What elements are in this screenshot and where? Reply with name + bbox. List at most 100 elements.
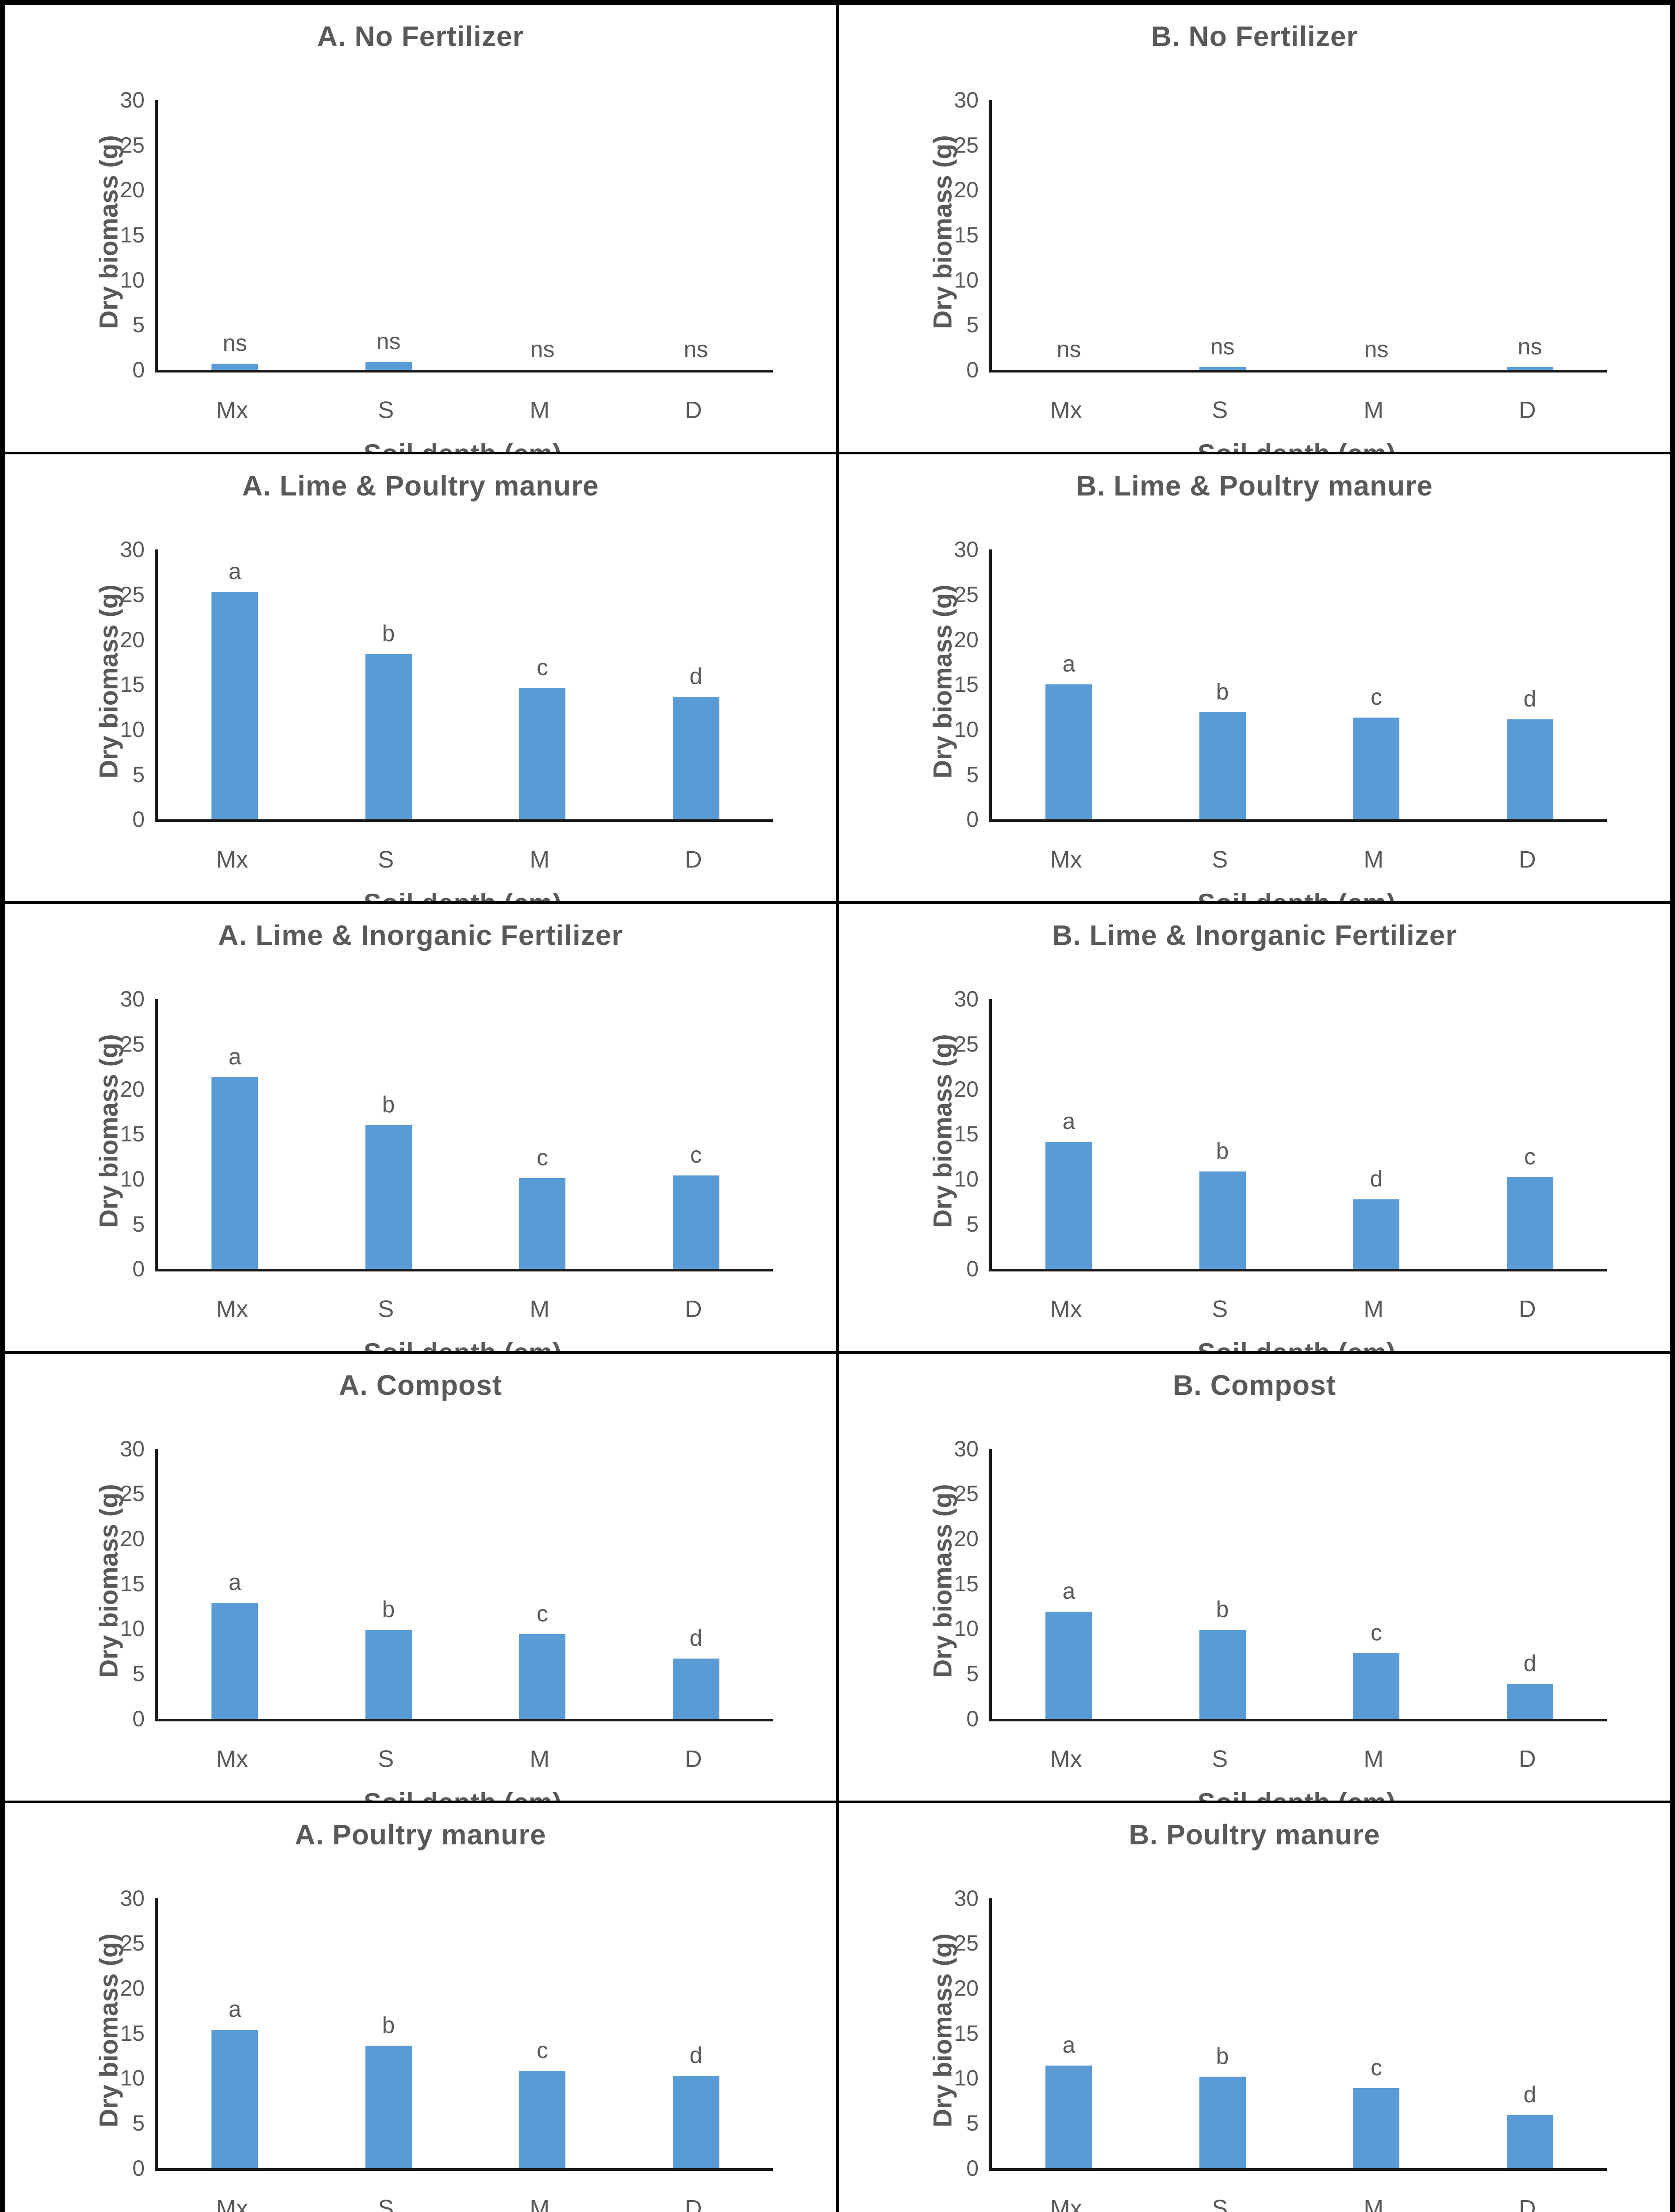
chart-title: B. Compost [1172, 1369, 1337, 1401]
chart-panel: B. Poultry manure Dry biomass (g) 0 5 10 15 20… [838, 1801, 1671, 2212]
significance-label: d [1370, 1166, 1383, 1192]
y-tick-label: 5 [132, 762, 145, 787]
chart-panel: B. Compost Dry biomass (g) 0 5 10 15 20 25 30 a b c… [838, 1352, 1671, 1802]
significance-label: b [1216, 2043, 1229, 2069]
y-tick-label: 15 [954, 2020, 979, 2046]
bar-S [365, 362, 412, 370]
y-tick-label: 20 [954, 1076, 979, 1102]
y-tick-label: 10 [954, 1616, 979, 1641]
x-axis-title: Soil depth (cm) [155, 888, 770, 901]
bar-S [365, 1125, 412, 1269]
significance-label: c [1371, 684, 1382, 710]
significance-label: a [228, 559, 242, 585]
y-tick-label: 15 [954, 1121, 979, 1147]
significance-label: d [1523, 1650, 1537, 1676]
y-tick-label: 25 [954, 132, 979, 157]
plot-area: a b c d [989, 1448, 1607, 1721]
y-tick-label: 25 [120, 582, 145, 607]
bar-Mx [1045, 684, 1092, 820]
bar-D [1507, 719, 1553, 820]
y-tick-label: 30 [954, 1886, 979, 1911]
significance-label: a [1062, 651, 1076, 677]
bar-M [1353, 2088, 1399, 2168]
x-tick-label: M [1364, 1745, 1384, 1772]
y-tick-label: 25 [120, 1931, 145, 1956]
y-tick-label: 30 [120, 1886, 145, 1911]
y-tick-label: 5 [132, 2111, 145, 2136]
y-tick-label: 5 [132, 1661, 145, 1686]
x-tick-label: Mx [216, 846, 248, 873]
y-tick-label: 0 [966, 2155, 979, 2181]
significance-label: c [537, 2037, 548, 2063]
x-tick-label: M [1364, 1296, 1384, 1323]
y-tick-label: 0 [966, 357, 979, 382]
chart-panel: A. Compost Dry biomass (g) 0 5 10 15 20 25 30 a b c… [4, 1352, 838, 1802]
significance-label: c [1371, 1620, 1382, 1646]
chart-title: B. Lime & Inorganic Fertilizer [1052, 919, 1457, 952]
plot-area: a b c d [155, 1448, 773, 1721]
x-tick-label: Mx [1050, 2195, 1082, 2212]
y-tick-label: 20 [954, 1526, 979, 1551]
y-tick-label: 30 [954, 1436, 979, 1461]
x-tick-label: Mx [216, 1745, 248, 1772]
y-tick-label: 30 [954, 987, 979, 1012]
y-tick-label: 0 [132, 1706, 145, 1731]
x-tick-label: S [378, 2195, 394, 2212]
bar-S [1199, 2076, 1246, 2168]
x-tick-label: D [684, 397, 702, 423]
chart-title: A. Lime & Inorganic Fertilizer [218, 919, 623, 952]
y-tick-label: 30 [120, 987, 145, 1012]
significance-label: ns [1364, 337, 1389, 362]
significance-label: b [382, 2012, 395, 2038]
y-tick-label: 25 [120, 1481, 145, 1506]
significance-label: c [690, 1142, 702, 1168]
bar-M [1353, 718, 1399, 820]
y-tick-label: 25 [120, 132, 145, 157]
y-tick-label: 0 [132, 2155, 145, 2181]
y-tick-label: 15 [954, 1571, 979, 1596]
bar-D [1507, 367, 1553, 370]
significance-label: ns [223, 330, 247, 356]
y-tick-label: 15 [954, 672, 979, 697]
bar-Mx [1045, 1142, 1092, 1269]
chart-title: A. Lime & Poultry manure [242, 470, 599, 502]
x-axis-title: Soil depth (cm) [989, 1337, 1604, 1351]
plot-area: a b c d [155, 1898, 773, 2171]
y-tick-label: 10 [120, 267, 145, 292]
chart-panel: A. Lime & Poultry manure Dry biomass (g) 0… [4, 453, 838, 903]
significance-label: ns [530, 337, 555, 362]
significance-label: d [689, 2042, 703, 2068]
chart-title: B. No Fertilizer [1151, 20, 1358, 52]
bar-S [1199, 712, 1246, 820]
significance-label: b [1216, 1138, 1229, 1164]
y-tick-label: 30 [954, 537, 979, 562]
significance-label: ns [684, 337, 708, 362]
y-tick-label: 5 [966, 1211, 979, 1237]
significance-label: ns [1517, 334, 1542, 360]
x-tick-label: S [1212, 1296, 1228, 1323]
x-tick-label: Mx [1050, 1296, 1082, 1323]
plot-area: a b d c [989, 999, 1607, 1272]
bar-Mx [211, 592, 258, 820]
significance-label: a [1062, 2032, 1076, 2058]
y-tick-label: 5 [132, 312, 145, 338]
significance-label: b [382, 1596, 395, 1622]
y-tick-label: 10 [954, 267, 979, 292]
bar-D [1507, 1683, 1553, 1719]
bar-M [1353, 1199, 1399, 1269]
y-tick-label: 25 [954, 1931, 979, 1956]
y-tick-label: 0 [132, 357, 145, 382]
y-tick-label: 15 [120, 1571, 145, 1596]
y-tick-label: 10 [120, 717, 145, 742]
significance-label: d [1523, 686, 1537, 712]
y-tick-label: 0 [966, 807, 979, 832]
y-tick-label: 15 [120, 2020, 145, 2046]
bar-S [1199, 1629, 1246, 1719]
y-tick-label: 10 [954, 717, 979, 742]
y-tick-label: 20 [954, 1976, 979, 2001]
x-tick-label: M [530, 1745, 550, 1772]
significance-label: a [228, 1569, 242, 1595]
significance-label: ns [1210, 334, 1235, 360]
x-tick-label: S [1212, 846, 1228, 873]
